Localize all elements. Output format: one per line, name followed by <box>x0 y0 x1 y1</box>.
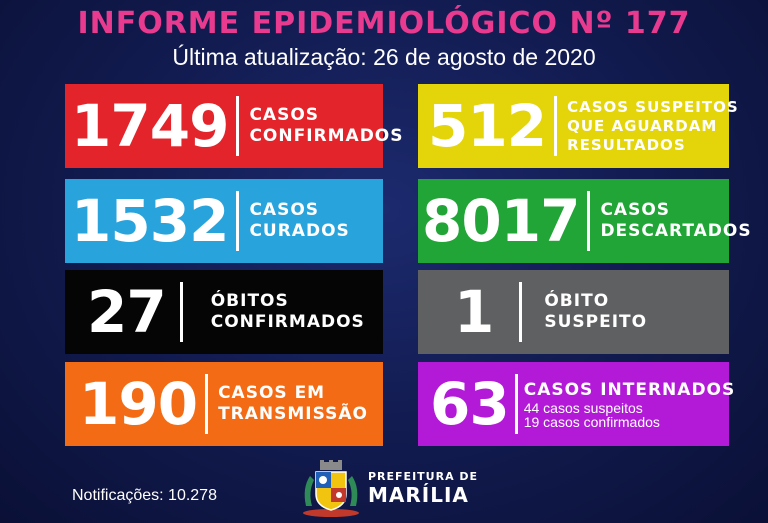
divider <box>554 96 558 156</box>
card-discarded-cases: 8017 CASOS DESCARTADOS <box>418 179 751 263</box>
suspected-death-value: 1 <box>454 278 494 346</box>
card-hospitalized-cases: 63 CASOS INTERNADOS 44 casos suspeitos 1… <box>418 362 734 446</box>
confirmed-cases-label: CASOS CONFIRMADOS <box>249 105 404 146</box>
divider <box>205 374 209 434</box>
confirmed-cases-value: 1749 <box>71 92 229 160</box>
discarded-cases-value: 8017 <box>422 187 580 255</box>
divider <box>236 191 240 251</box>
card-transmission-cases: 190 CASOS EM TRANSMISSÃO <box>65 362 383 446</box>
divider <box>179 282 183 342</box>
card-confirmed-cases: 1749 CASOS CONFIRMADOS <box>65 84 403 168</box>
suspected-death-label: ÓBITO SUSPEITO <box>544 291 648 332</box>
suspected-cases-label: CASOS SUSPEITOS QUE AGUARDAM RESULTADOS <box>567 97 739 154</box>
card-suspected-cases: 512 CASOS SUSPEITOS QUE AGUARDAM RESULTA… <box>418 84 738 168</box>
last-update: Última atualização: 26 de agosto de 2020 <box>172 44 596 70</box>
transmission-cases-label: CASOS EM TRANSMISSÃO <box>218 383 368 424</box>
city-hall-logo: PREFEITURA DE MARÍLIA <box>300 458 478 518</box>
hospitalized-suspected-detail: 44 casos suspeitos <box>523 399 643 416</box>
divider <box>236 96 240 156</box>
divider <box>514 374 518 434</box>
page-title: INFORME EPIDEMIOLÓGICO Nº 177 <box>77 6 691 41</box>
notifications-count: Notificações: 10.278 <box>72 487 217 504</box>
hospitalized-confirmed-detail: 19 casos confirmados <box>523 413 660 430</box>
coat-of-arms-icon <box>303 460 359 517</box>
discarded-cases-label: CASOS DESCARTADOS <box>600 200 752 241</box>
hospitalized-cases-value: 63 <box>430 370 510 438</box>
card-suspected-death: 1 ÓBITO SUSPEITO <box>418 270 729 354</box>
suspected-cases-value: 512 <box>428 92 547 160</box>
hospitalized-cases-label: CASOS INTERNADOS 44 casos suspeitos 19 c… <box>523 379 736 430</box>
recovered-cases-value: 1532 <box>71 187 229 255</box>
confirmed-deaths-label: ÓBITOS CONFIRMADOS <box>210 291 365 332</box>
confirmed-deaths-value: 27 <box>87 278 167 346</box>
card-recovered-cases: 1532 CASOS CURADOS <box>65 179 383 263</box>
recovered-cases-label: CASOS CURADOS <box>249 200 350 241</box>
city-hall-name: PREFEITURA DE MARÍLIA <box>368 469 479 507</box>
divider <box>519 282 523 342</box>
transmission-cases-value: 190 <box>79 370 198 438</box>
card-confirmed-deaths: 27 ÓBITOS CONFIRMADOS <box>65 270 383 354</box>
divider <box>587 191 591 251</box>
